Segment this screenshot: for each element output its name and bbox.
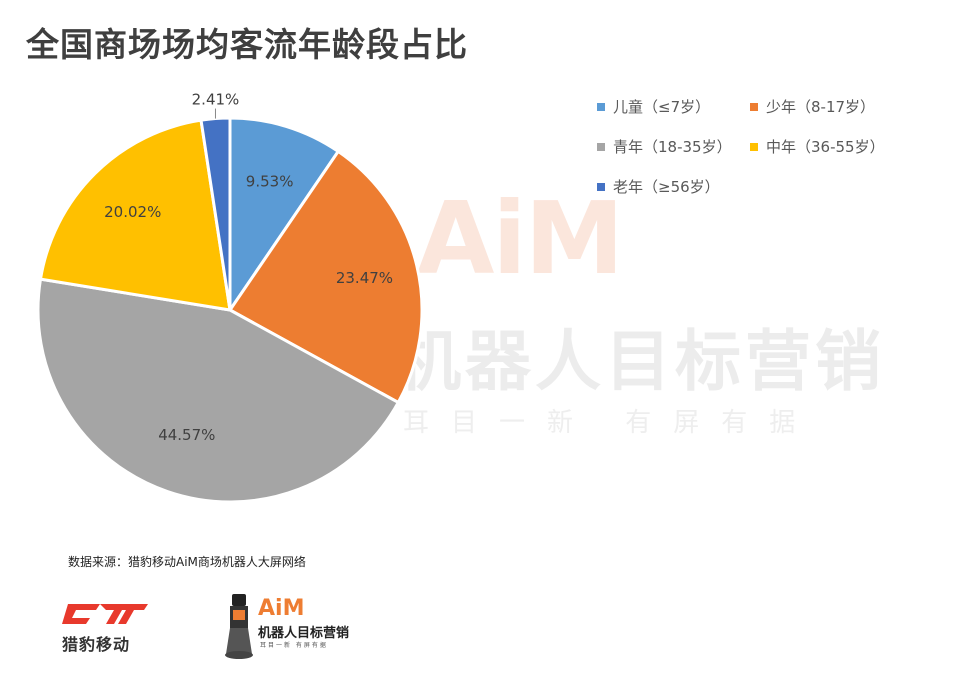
aim-logo-main: 机器人目标营销 — [258, 626, 350, 641]
aim-logo-text: AiM — [258, 596, 305, 621]
cheetah-logo-icon — [62, 604, 148, 624]
legend-label: 儿童（≤7岁） — [613, 98, 711, 116]
data-source-note: 数据来源：猎豹移动AiM商场机器人大屏网络 — [68, 555, 306, 569]
aim-logo-sub: 耳目一新 有屏有据 — [260, 642, 328, 649]
legend-label: 中年（36-55岁） — [766, 138, 885, 156]
pie-data-label: 23.47% — [336, 269, 393, 287]
legend-item-elderly: 老年（≥56岁） — [597, 176, 720, 197]
legend-swatch — [597, 102, 605, 111]
chart-title: 全国商场场均客流年龄段占比 — [26, 25, 468, 64]
pie-slice — [228, 116, 341, 315]
legend-label: 少年（8-17岁） — [766, 98, 876, 116]
legend-swatch — [597, 142, 605, 151]
watermark-sub-text: 耳目一新 有屏有据 — [403, 408, 818, 438]
pie-data-label: 9.53% — [246, 173, 294, 191]
watermark: AiM 机器人目标营销 耳目一新 有屏有据 — [395, 180, 955, 450]
cheetah-logo-text: 猎豹移动 — [62, 635, 131, 654]
legend-item-teen: 少年（8-17岁） — [750, 96, 875, 117]
legend-label: 老年（≥56岁） — [613, 178, 720, 196]
pie-slice — [38, 118, 232, 312]
legend-swatch — [597, 182, 605, 191]
cheetah-mobile-logo: 猎豹移动 — [60, 598, 150, 654]
legend-item-youth: 青年（18-35岁） — [597, 136, 732, 157]
pie-slice — [227, 149, 424, 405]
pie-slice — [36, 277, 401, 504]
legend-swatch — [750, 142, 758, 151]
watermark-logo: AiM — [417, 180, 624, 297]
watermark-main-text: 机器人目标营销 — [395, 323, 885, 400]
pie-data-label: 2.41% — [192, 91, 240, 109]
legend-item-children: 儿童（≤7岁） — [597, 96, 710, 117]
robot-icon — [225, 594, 253, 659]
legend-label: 青年（18-35岁） — [613, 138, 732, 156]
legend-swatch — [750, 102, 758, 111]
aim-logo: AiM 机器人目标营销 耳目一新 有屏有据 — [222, 592, 372, 662]
legend-item-middle-age: 中年（36-55岁） — [750, 136, 885, 157]
pie-data-label: 20.02% — [104, 203, 161, 221]
pie-data-label: 44.57% — [158, 426, 215, 444]
